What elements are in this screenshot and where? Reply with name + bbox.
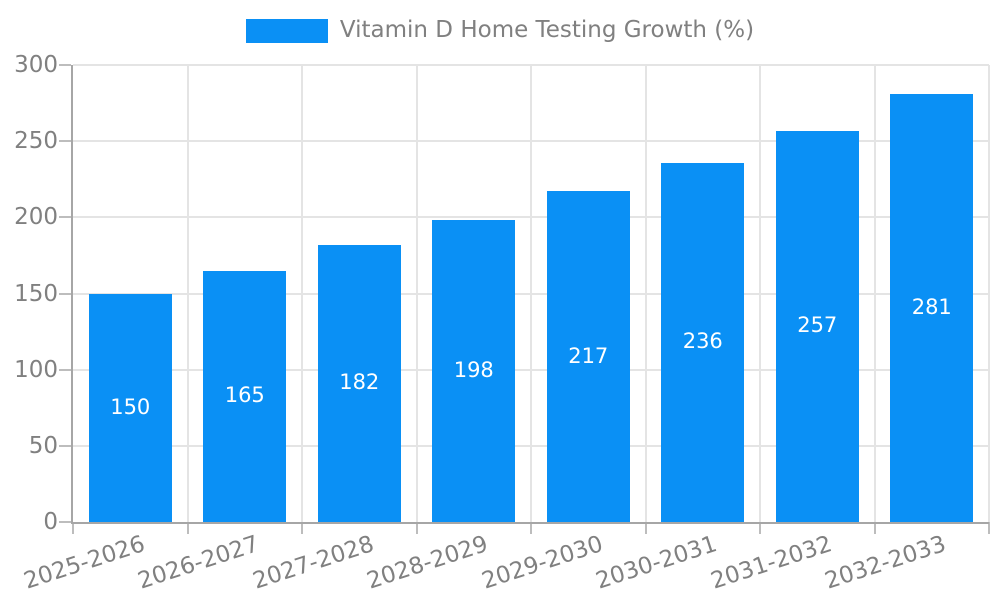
bar [203,270,287,522]
legend-swatch [245,18,328,43]
y-tick [59,521,71,523]
x-tick [415,522,418,534]
x-tick-label: 2025-2026 [20,531,148,595]
x-tick [644,522,647,534]
plot-area: 150 165 182 198 217 236 257 281 [59,64,990,534]
x-tick [873,522,876,534]
bar [546,191,630,522]
x-tick-label: 2031-2032 [707,531,835,595]
x-tick-label: 2026-2027 [135,531,263,595]
x-gridline [415,65,418,522]
y-tick [59,292,71,295]
bar [317,244,401,522]
bar-value-label: 236 [682,329,723,354]
bar-value-label: 165 [224,383,265,408]
bar-value-label: 281 [911,294,952,319]
x-gridline [644,65,647,522]
x-tick [301,522,303,534]
chart-legend: Vitamin D Home Testing Growth (%) [0,17,1000,43]
x-gridline [759,65,761,522]
x-tick [988,522,990,534]
x-tick-label: 2027-2028 [249,531,377,595]
bar [432,220,516,522]
x-gridline [186,65,189,522]
x-tick-label: 2032-2033 [822,531,950,595]
bar [775,130,859,522]
bar [890,93,974,522]
y-tick-label: 250 [14,128,58,155]
y-tick-label: 300 [14,52,58,78]
y-tick [59,140,71,143]
bar [661,162,745,522]
y-axis-line [71,65,73,524]
y-tick [59,216,71,219]
x-gridline [301,65,303,522]
y-tick-label: 200 [14,204,58,231]
x-tick [530,522,532,534]
x-gridline [988,65,990,522]
x-tick [186,522,189,534]
x-tick [759,522,761,534]
x-gridline [873,65,876,522]
y-tick-label: 100 [14,356,58,383]
bar-value-label: 182 [339,370,380,395]
x-tick-label: 2029-2030 [478,531,606,595]
bar-value-label: 257 [797,313,838,338]
x-tick-label: 2028-2029 [364,531,492,595]
legend-label: Vitamin D Home Testing Growth (%) [339,17,755,43]
x-axis-line [71,522,989,524]
y-tick [59,444,71,447]
bar-value-label: 150 [110,394,151,419]
y-tick-label: 150 [14,280,58,307]
x-gridline [530,65,532,522]
x-tick [72,522,74,534]
y-tick-label: 50 [28,432,58,459]
y-tick-label: 0 [43,509,58,535]
bar-value-label: 198 [453,358,494,383]
y-tick [59,64,71,66]
y-tick [59,368,71,371]
bar-value-label: 217 [568,343,609,368]
x-tick-label: 2030-2031 [593,531,721,595]
bar [88,293,172,522]
